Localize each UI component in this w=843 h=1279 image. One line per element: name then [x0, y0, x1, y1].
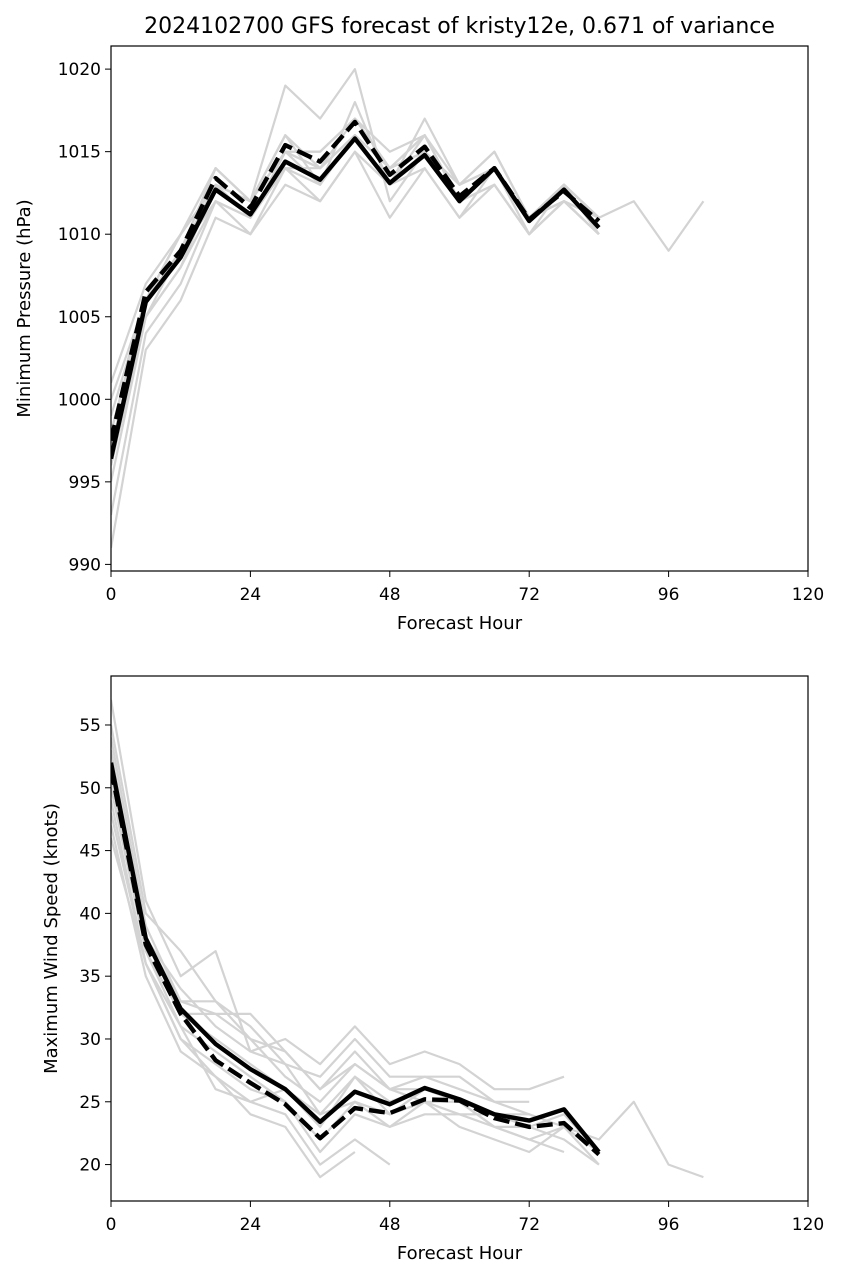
median-dashed-line — [111, 768, 601, 1157]
axes-frame — [110, 675, 809, 1202]
x-tick-label: 48 — [379, 1215, 401, 1235]
ensemble-member-line — [111, 699, 565, 1091]
y-tick-label: 30 — [79, 1030, 101, 1050]
axes-frame — [110, 45, 809, 572]
y-tick-label: 990 — [69, 555, 101, 575]
ensemble-member-line — [111, 837, 495, 1116]
y-tick-label: 35 — [79, 967, 101, 987]
x-tick-label: 24 — [240, 1215, 262, 1235]
x-axis-label: Forecast Hour — [397, 613, 523, 634]
y-axis-label: Minimum Pressure (hPa) — [14, 199, 35, 417]
x-tick-label: 96 — [658, 1215, 680, 1235]
ensemble-member-line — [111, 800, 565, 1154]
y-tick-label: 55 — [79, 716, 101, 736]
y-tick-label: 45 — [79, 842, 101, 862]
y-tick-label: 1010 — [58, 225, 101, 245]
y-tick-label: 995 — [69, 473, 101, 493]
y-tick-label: 1000 — [58, 390, 101, 410]
y-tick-label: 40 — [79, 904, 101, 924]
ensemble-member-line — [111, 774, 704, 1179]
wind-panel: 0 24 48 72 96 120 20 25 30 35 40 45 50 55 Forecast Hou… — [41, 675, 824, 1264]
y-tick-label: 1005 — [58, 308, 101, 328]
plot-area — [111, 699, 704, 1179]
ensemble-member-line — [111, 134, 600, 433]
pressure-panel: 0 24 48 72 96 120 990 995 1000 1005 1010 1015 1020 Fo… — [14, 45, 824, 634]
x-axis-label: Forecast Hour — [397, 1243, 523, 1264]
y-tick-label: 1020 — [58, 60, 101, 80]
y-tick-label: 20 — [79, 1156, 101, 1176]
median-dashed-line — [111, 119, 601, 442]
x-tick-label: 0 — [106, 1215, 117, 1235]
y-axis-label: Maximum Wind Speed (knots) — [41, 803, 62, 1074]
x-tick-label: 96 — [658, 585, 680, 605]
x-tick-label: 72 — [518, 1215, 540, 1235]
x-tick-label: 120 — [792, 585, 824, 605]
plot-area — [111, 67, 705, 549]
mean-solid-line — [111, 762, 601, 1154]
x-tick-label: 24 — [240, 585, 262, 605]
x-tick-label: 0 — [106, 585, 117, 605]
x-tick-label: 120 — [792, 1215, 824, 1235]
x-tick-label: 72 — [518, 585, 540, 605]
x-tick-label: 48 — [379, 585, 401, 605]
y-tick-label: 1015 — [58, 143, 101, 163]
y-tick-label: 50 — [79, 779, 101, 799]
chart-title: 2024102700 GFS forecast of kristy12e, 0.… — [144, 14, 775, 39]
y-tick-label: 25 — [79, 1093, 101, 1113]
ensemble-member-line — [111, 724, 530, 1103]
